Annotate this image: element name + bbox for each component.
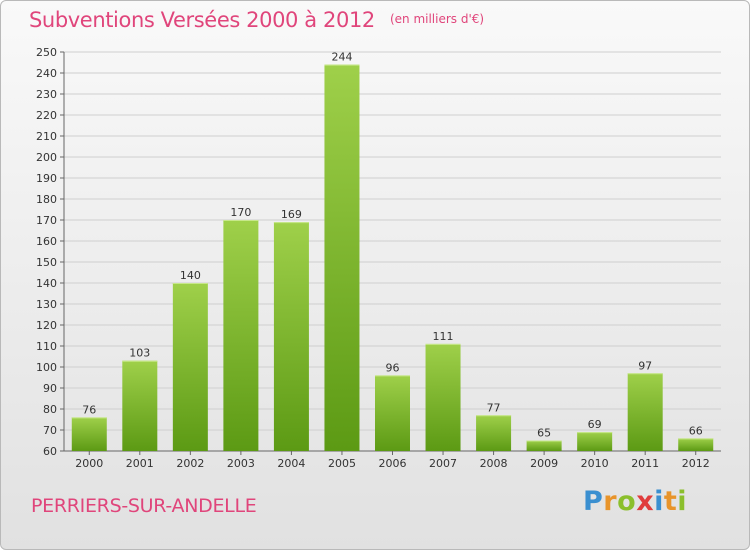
x-tick-label: 2011: [631, 457, 659, 470]
y-tick-label: 200: [36, 151, 57, 164]
data-label: 169: [281, 208, 302, 221]
chart-title: Subventions Versées 2000 à 2012: [29, 8, 375, 32]
y-tick-label: 180: [36, 193, 57, 206]
x-tick-label: 2007: [429, 457, 457, 470]
bar[interactable]: [678, 438, 714, 451]
logo-letter: t: [663, 486, 678, 517]
y-tick-label: 140: [36, 277, 57, 290]
y-tick-label: 150: [36, 256, 57, 269]
x-tick-label: 2004: [277, 457, 305, 470]
logo-letter: o: [617, 486, 637, 517]
data-label: 66: [689, 424, 703, 437]
data-label: 76: [82, 403, 96, 416]
title-block: Subventions Versées 2000 à 2012 (en mill…: [29, 8, 484, 32]
x-tick-label: 2006: [379, 457, 407, 470]
commune-name: PERRIERS-SUR-ANDELLE: [31, 495, 257, 517]
x-tick-label: 2005: [328, 457, 356, 470]
bar[interactable]: [627, 373, 663, 451]
data-label: 111: [433, 330, 454, 343]
logo-letter: P: [583, 486, 604, 517]
logo-letter: r: [603, 486, 618, 517]
x-tick-label: 2008: [480, 457, 508, 470]
logo-letter: i: [677, 486, 688, 517]
logo-letter: x: [636, 486, 655, 517]
bar[interactable]: [425, 343, 461, 451]
y-tick-label: 190: [36, 172, 57, 185]
data-label: 77: [487, 401, 501, 414]
data-label: 96: [386, 361, 400, 374]
chart-unit: (en milliers d'€): [389, 12, 485, 26]
bar[interactable]: [273, 222, 309, 451]
proxiti-logo[interactable]: Proxiti: [583, 486, 687, 517]
y-tick-label: 90: [43, 382, 57, 395]
bar[interactable]: [324, 64, 360, 451]
bar[interactable]: [223, 220, 259, 451]
bar[interactable]: [476, 415, 512, 451]
y-tick-label: 100: [36, 361, 57, 374]
bar[interactable]: [577, 432, 613, 451]
y-tick-label: 240: [36, 67, 57, 80]
y-tick-label: 130: [36, 298, 57, 311]
bar[interactable]: [71, 417, 107, 451]
x-tick-label: 2009: [530, 457, 558, 470]
y-tick-label: 80: [43, 403, 57, 416]
x-tick-label: 2010: [581, 457, 609, 470]
data-label: 170: [230, 206, 251, 219]
y-tick-labels: 60 70 80 90 100 110 120 130 140 150 160 170 180 190 20…: [36, 46, 57, 458]
y-tick-label: 210: [36, 130, 57, 143]
bar[interactable]: [526, 440, 562, 452]
bar[interactable]: [375, 375, 410, 451]
data-label: 103: [129, 347, 150, 360]
y-tick-label: 170: [36, 214, 57, 227]
x-tick-labels: 2000 2001 2002 2003 2004 2005 2006 2007 2008 2009…: [75, 451, 710, 470]
data-label: 244: [331, 51, 352, 64]
data-label: 65: [537, 427, 551, 440]
x-tick-label: 2003: [227, 457, 255, 470]
y-tick-label: 220: [36, 109, 57, 122]
y-tick-label: 110: [36, 340, 57, 353]
data-labels: 76 103 140 170 169 244 96 111 77 65 69 97 66: [82, 51, 702, 440]
x-tick-label: 2001: [126, 457, 154, 470]
x-tick-label: 2002: [176, 457, 204, 470]
bar[interactable]: [122, 360, 158, 451]
y-tick-label: 120: [36, 319, 57, 332]
data-label: 97: [638, 359, 652, 372]
bars: [71, 64, 714, 452]
data-label: 69: [588, 418, 602, 431]
y-tick-label: 250: [36, 46, 57, 59]
x-tick-label: 2000: [75, 457, 103, 470]
logo-letter: i: [654, 486, 664, 517]
y-tick-label: 160: [36, 235, 57, 248]
bar[interactable]: [172, 283, 208, 451]
y-tick-label: 230: [36, 88, 57, 101]
x-tick-label: 2012: [682, 457, 710, 470]
data-label: 140: [180, 269, 201, 282]
y-tick-label: 60: [43, 445, 57, 458]
y-tick-label: 70: [43, 424, 57, 437]
